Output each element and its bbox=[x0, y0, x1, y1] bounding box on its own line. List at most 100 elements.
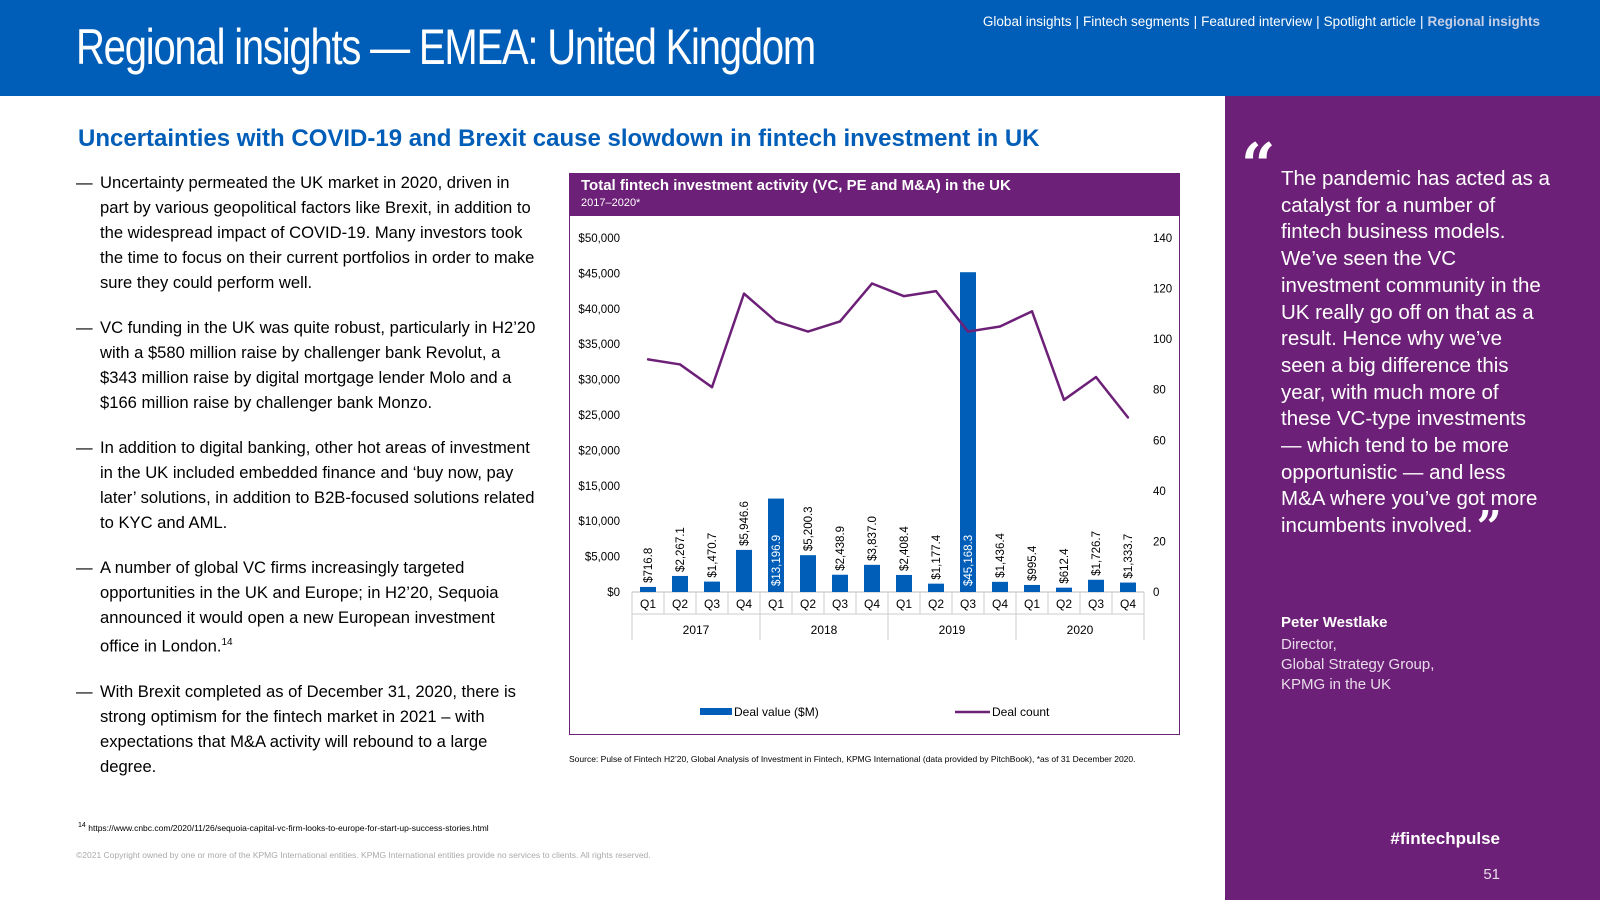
line-point-deal-count bbox=[1062, 398, 1066, 402]
legend-label-deal-count: Deal count bbox=[992, 705, 1050, 719]
bar-deal-value bbox=[992, 581, 1008, 592]
quote-author-company: KPMG in the UK bbox=[1281, 676, 1392, 693]
quote-text: The pandemic has acted as a catalyst for… bbox=[1281, 167, 1550, 538]
quote-panel: “ The pandemic has acted as a catalyst f… bbox=[1225, 96, 1600, 900]
y-right-tick-label: 0 bbox=[1153, 587, 1159, 599]
line-point-deal-count bbox=[1126, 416, 1130, 419]
x-tick-label: Q3 bbox=[960, 597, 976, 611]
nav-fintech-segments[interactable]: Fintech segments bbox=[1083, 14, 1190, 29]
quote-author-name: Peter Westlake bbox=[1281, 614, 1388, 631]
bullet-item: — With Brexit completed as of December 31… bbox=[76, 679, 536, 779]
footnote-link[interactable]: https://www.cnbc.com/2020/11/26/sequoia-… bbox=[88, 822, 489, 833]
x-year-label: 2020 bbox=[1067, 623, 1094, 637]
line-point-deal-count bbox=[902, 294, 906, 298]
nav-regional-insights[interactable]: Regional insights bbox=[1427, 14, 1540, 29]
nav-separator: | bbox=[1193, 14, 1198, 29]
bullet-text: VC funding in the UK was quite robust, p… bbox=[100, 318, 536, 412]
bar-deal-value bbox=[928, 583, 944, 592]
bar-deal-value bbox=[768, 498, 784, 592]
bar-deal-value bbox=[1120, 582, 1136, 592]
line-point-deal-count bbox=[1094, 375, 1098, 379]
x-tick-label: Q1 bbox=[1024, 597, 1040, 611]
bullet-dash: — bbox=[76, 438, 93, 457]
line-point-deal-count bbox=[774, 320, 778, 323]
bar-data-label: $995.4 bbox=[1027, 545, 1039, 581]
page-title: Regional insights — EMEA: United Kingdom bbox=[76, 19, 816, 75]
line-point-deal-count bbox=[806, 330, 810, 333]
y-left-tick-label: $50,000 bbox=[578, 233, 620, 245]
y-left-tick-label: $10,000 bbox=[578, 516, 620, 528]
bar-data-label: $612.4 bbox=[1059, 548, 1071, 584]
line-point-deal-count bbox=[710, 385, 714, 389]
nav-separator: | bbox=[1419, 14, 1424, 29]
x-tick-label: Q1 bbox=[768, 597, 784, 611]
bullet-item: — In addition to digital banking, other h… bbox=[76, 435, 536, 535]
bullet-item: — VC funding in the UK was quite robust, … bbox=[76, 315, 536, 415]
bullet-dash: — bbox=[76, 318, 93, 337]
bar-data-label: $5,946.6 bbox=[739, 501, 751, 546]
x-tick-label: Q3 bbox=[832, 597, 848, 611]
copyright-notice: ©2021 Copyright owned by one or more of … bbox=[76, 850, 651, 860]
y-left-tick-label: $20,000 bbox=[578, 445, 620, 457]
bar-deal-value bbox=[672, 575, 688, 592]
y-left-tick-label: $40,000 bbox=[578, 304, 620, 316]
bar-data-label: $2,408.4 bbox=[899, 526, 911, 571]
line-point-deal-count bbox=[998, 325, 1002, 328]
bullet-item: — Uncertainty permeated the UK market in … bbox=[76, 170, 536, 295]
x-tick-label: Q4 bbox=[992, 597, 1008, 611]
y-left-tick-label: $15,000 bbox=[578, 481, 620, 493]
x-tick-label: Q4 bbox=[736, 597, 752, 611]
bar-data-label: $13,196.9 bbox=[771, 535, 783, 586]
bar-deal-value bbox=[864, 564, 880, 592]
y-left-tick-label: $45,000 bbox=[578, 268, 620, 280]
x-tick-label: Q3 bbox=[704, 597, 720, 611]
bar-data-label: $716.8 bbox=[643, 548, 655, 583]
y-right-tick-label: 140 bbox=[1153, 233, 1172, 245]
footnote: 14 https://www.cnbc.com/2020/11/26/sequo… bbox=[78, 821, 489, 833]
line-point-deal-count bbox=[870, 282, 874, 285]
bullet-text: A number of global VC firms increasingly… bbox=[100, 558, 499, 656]
nav-separator: | bbox=[1075, 14, 1079, 29]
x-tick-label: Q2 bbox=[928, 597, 944, 611]
nav-global-insights[interactable]: Global insights bbox=[982, 14, 1072, 29]
line-deal-count bbox=[647, 282, 1129, 419]
line-point-deal-count bbox=[678, 363, 682, 366]
nav-featured-interview[interactable]: Featured interview bbox=[1201, 14, 1313, 29]
footnote-ref: 14 bbox=[221, 637, 233, 648]
x-tick-label: Q4 bbox=[1120, 597, 1136, 611]
bar-deal-value bbox=[1024, 584, 1040, 592]
bar-deal-value bbox=[800, 555, 816, 592]
chart-container: Total fintech investment activity (VC, P… bbox=[569, 173, 1180, 735]
y-left-tick-label: $5,000 bbox=[585, 552, 620, 564]
nav-separator: | bbox=[1316, 14, 1320, 29]
bar-deal-value bbox=[896, 574, 912, 592]
section-headline: Uncertainties with COVID-19 and Brexit c… bbox=[78, 125, 1040, 152]
bullet-text: With Brexit completed as of December 31,… bbox=[100, 681, 516, 776]
bullet-list: — Uncertainty permeated the UK market in … bbox=[76, 170, 536, 799]
line-point-deal-count bbox=[934, 289, 938, 293]
combo-chart: $0 $5,000 $10,000 $15,000 $20,000 $25,000 $30,… bbox=[578, 233, 1172, 719]
chart-title: Total fintech investment activity (VC, P… bbox=[581, 177, 1011, 194]
nav-spotlight-article[interactable]: Spotlight article bbox=[1323, 14, 1416, 29]
y-left-tick-label: $30,000 bbox=[578, 375, 620, 387]
bar-deal-value bbox=[704, 581, 720, 592]
top-navigation: Global insights | Fintech segments | Feature… bbox=[983, 14, 1540, 29]
bullet-text: Uncertainty permeated the UK market in 2… bbox=[100, 173, 535, 292]
bar-deal-value bbox=[1088, 579, 1104, 592]
y-right-tick-label: 120 bbox=[1153, 284, 1172, 296]
y-right-tick-label: 60 bbox=[1153, 435, 1166, 447]
y-left-tick-label: $25,000 bbox=[578, 410, 620, 422]
close-quote-mark: ” bbox=[1476, 502, 1502, 554]
bar-data-label: $2,438.9 bbox=[835, 526, 847, 571]
x-tick-label: Q2 bbox=[1056, 597, 1072, 611]
bar-deal-value bbox=[960, 272, 976, 592]
bar-data-label: $1,470.7 bbox=[707, 533, 719, 578]
bullet-dash: — bbox=[76, 681, 93, 701]
bar-deal-value bbox=[640, 586, 656, 592]
bar-data-label: $2,267.1 bbox=[675, 527, 687, 572]
bar-deal-value bbox=[832, 574, 848, 592]
line-point-deal-count bbox=[966, 330, 970, 333]
bullet-dash: — bbox=[76, 558, 93, 577]
bar-data-label: $5,200.3 bbox=[803, 506, 815, 551]
y-right-tick-label: 100 bbox=[1153, 334, 1172, 346]
